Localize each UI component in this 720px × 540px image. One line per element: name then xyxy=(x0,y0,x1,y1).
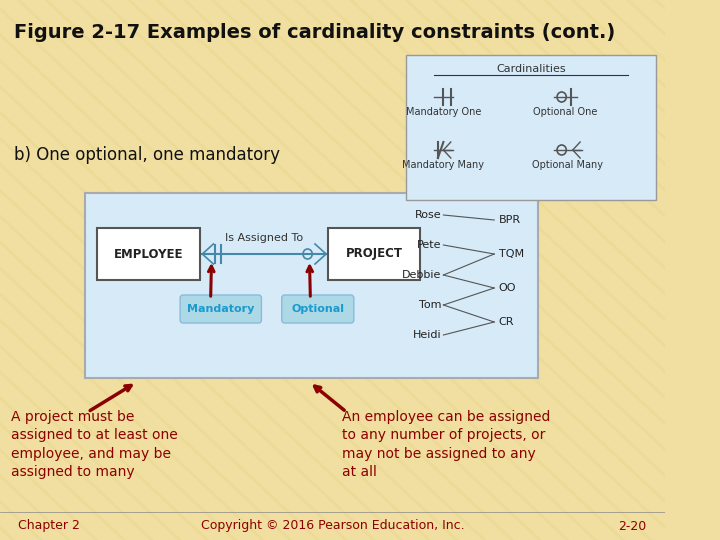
Text: BPR: BPR xyxy=(499,215,521,225)
FancyBboxPatch shape xyxy=(282,295,354,323)
FancyBboxPatch shape xyxy=(407,55,656,200)
Text: A project must be
assigned to at least one
employee, and may be
assigned to many: A project must be assigned to at least o… xyxy=(11,410,178,479)
Text: b) One optional, one mandatory: b) One optional, one mandatory xyxy=(14,146,280,164)
Text: TQM: TQM xyxy=(499,249,524,259)
Text: Heidi: Heidi xyxy=(413,330,441,340)
Text: An employee can be assigned
to any number of projects, or
may not be assigned to: An employee can be assigned to any numbe… xyxy=(342,410,550,479)
Text: CR: CR xyxy=(499,317,514,327)
Text: Optional One: Optional One xyxy=(534,107,598,117)
Text: Is Assigned To: Is Assigned To xyxy=(225,233,303,243)
Text: Tom: Tom xyxy=(419,300,441,310)
Text: Copyright © 2016 Pearson Education, Inc.: Copyright © 2016 Pearson Education, Inc. xyxy=(201,519,464,532)
FancyBboxPatch shape xyxy=(328,228,420,280)
Text: Mandatory Many: Mandatory Many xyxy=(402,160,485,170)
Text: 2-20: 2-20 xyxy=(618,519,647,532)
FancyBboxPatch shape xyxy=(85,193,538,378)
Text: Debbie: Debbie xyxy=(402,270,441,280)
Text: Chapter 2: Chapter 2 xyxy=(19,519,81,532)
Text: Pete: Pete xyxy=(417,240,441,250)
Text: OO: OO xyxy=(499,283,516,293)
FancyBboxPatch shape xyxy=(97,228,200,280)
Text: Optional: Optional xyxy=(292,304,344,314)
Text: Mandatory: Mandatory xyxy=(187,304,254,314)
FancyBboxPatch shape xyxy=(180,295,261,323)
Text: Mandatory One: Mandatory One xyxy=(406,107,481,117)
Text: Optional Many: Optional Many xyxy=(531,160,603,170)
Text: EMPLOYEE: EMPLOYEE xyxy=(114,247,184,260)
Text: Figure 2-17 Examples of cardinality constraints (cont.): Figure 2-17 Examples of cardinality cons… xyxy=(14,23,615,42)
Text: Rose: Rose xyxy=(415,210,441,220)
Text: Cardinalities: Cardinalities xyxy=(496,64,566,74)
Text: PROJECT: PROJECT xyxy=(346,247,402,260)
